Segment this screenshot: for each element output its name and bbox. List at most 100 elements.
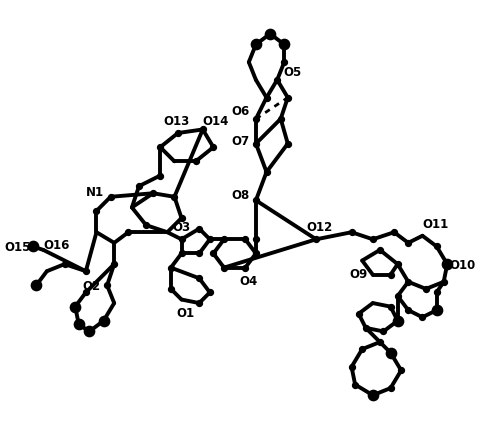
Point — [142, 222, 150, 229]
Point — [351, 381, 359, 388]
Point — [252, 116, 260, 123]
Point — [93, 208, 100, 215]
Point — [174, 130, 182, 137]
Text: O14: O14 — [202, 115, 228, 128]
Point — [358, 346, 366, 353]
Text: N1: N1 — [86, 185, 104, 198]
Point — [387, 304, 394, 310]
Point — [369, 392, 376, 399]
Point — [192, 159, 200, 166]
Text: O9: O9 — [349, 267, 368, 280]
Point — [241, 264, 249, 271]
Point — [394, 318, 402, 325]
Point — [263, 95, 270, 102]
Point — [107, 194, 115, 201]
Point — [206, 237, 214, 243]
Point — [149, 190, 157, 197]
Point — [82, 268, 90, 275]
Point — [85, 328, 93, 335]
Point — [82, 289, 90, 296]
Point — [124, 229, 132, 236]
Point — [404, 240, 412, 247]
Point — [156, 144, 164, 151]
Point — [312, 237, 320, 243]
Point — [387, 350, 394, 356]
Point — [252, 42, 260, 49]
Point — [71, 304, 79, 310]
Point — [376, 247, 384, 254]
Point — [252, 250, 260, 257]
Point — [277, 116, 284, 123]
Point — [404, 279, 412, 286]
Point — [394, 261, 402, 268]
Point — [348, 229, 355, 236]
Point — [210, 250, 217, 257]
Point — [443, 261, 451, 268]
Point — [220, 264, 228, 271]
Point — [440, 279, 448, 286]
Point — [387, 385, 394, 392]
Text: O16: O16 — [43, 238, 69, 251]
Point — [61, 261, 68, 268]
Point — [433, 307, 441, 314]
Point — [110, 261, 118, 268]
Point — [210, 144, 217, 151]
Point — [376, 339, 384, 346]
Point — [348, 363, 355, 370]
Point — [167, 286, 175, 293]
Point — [178, 215, 186, 222]
Point — [418, 314, 426, 321]
Point — [362, 325, 370, 332]
Point — [252, 141, 260, 148]
Point — [206, 289, 214, 296]
Point — [195, 300, 203, 307]
Text: O8: O8 — [231, 189, 250, 202]
Point — [135, 183, 143, 190]
Point — [263, 169, 270, 176]
Point — [241, 237, 249, 243]
Text: O1: O1 — [176, 306, 194, 319]
Text: O11: O11 — [422, 217, 448, 230]
Point — [355, 310, 362, 317]
Point — [178, 250, 186, 257]
Text: O3: O3 — [173, 221, 190, 233]
Point — [433, 243, 441, 250]
Text: O12: O12 — [307, 221, 333, 233]
Point — [266, 31, 274, 38]
Point — [394, 293, 402, 300]
Point — [220, 237, 228, 243]
Point — [195, 275, 203, 282]
Point — [171, 194, 178, 201]
Text: O2: O2 — [82, 279, 101, 292]
Point — [156, 173, 164, 180]
Point — [75, 321, 82, 328]
Point — [369, 237, 376, 243]
Point — [281, 42, 288, 49]
Point — [433, 289, 441, 296]
Point — [199, 127, 207, 134]
Text: O13: O13 — [163, 114, 189, 127]
Text: O10: O10 — [450, 258, 476, 271]
Point — [103, 282, 111, 289]
Point — [390, 229, 398, 236]
Point — [29, 243, 37, 250]
Text: O4: O4 — [240, 274, 258, 287]
Text: O5: O5 — [283, 66, 302, 79]
Point — [387, 272, 394, 279]
Point — [32, 282, 40, 289]
Point — [422, 286, 430, 293]
Point — [100, 318, 107, 325]
Point — [397, 367, 405, 374]
Point — [195, 250, 203, 257]
Point — [252, 197, 260, 204]
Point — [167, 264, 175, 271]
Text: O15: O15 — [4, 240, 30, 253]
Point — [252, 237, 260, 243]
Point — [404, 307, 412, 314]
Point — [281, 60, 288, 67]
Text: O7: O7 — [231, 134, 249, 147]
Text: O6: O6 — [231, 104, 250, 117]
Point — [380, 328, 388, 335]
Point — [195, 226, 203, 233]
Point — [273, 77, 281, 84]
